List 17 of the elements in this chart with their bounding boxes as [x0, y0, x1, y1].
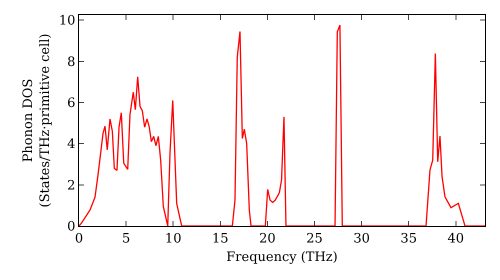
y-tick-label: 10 [58, 14, 76, 29]
x-tick-label: 25 [306, 232, 323, 247]
x-tick-label: 30 [353, 232, 370, 247]
x-axis-title: Frequency (THz) [226, 250, 338, 266]
y-axis-title: Phonon DOS (States/THz·primitive cell) [20, 33, 53, 208]
y-tick-label: 0 [67, 220, 76, 235]
x-tick-label: 15 [212, 232, 229, 247]
line-series [79, 24, 485, 226]
y-tick-label: 8 [67, 54, 76, 70]
x-tick-label: 40 [448, 232, 464, 247]
x-tick-label: 5 [122, 232, 130, 247]
x-tick-label: 10 [164, 232, 182, 247]
y-tick-label: 2 [67, 178, 76, 194]
y-tick-label: 6 [67, 96, 76, 112]
x-tick-label: 35 [400, 232, 417, 247]
y-tick-label: 4 [67, 137, 76, 152]
x-tick-label: 20 [259, 232, 276, 247]
